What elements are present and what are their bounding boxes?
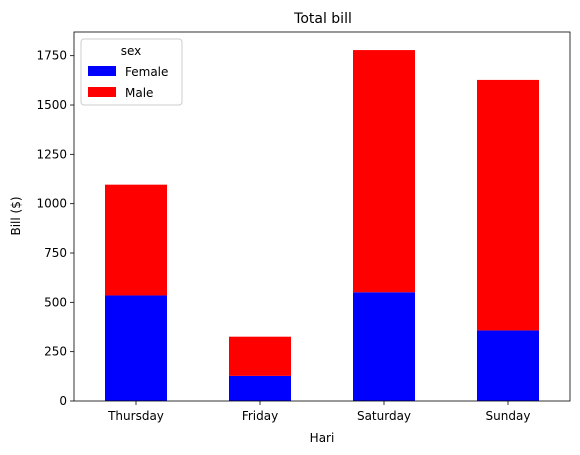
bar-male-thursday — [105, 184, 167, 296]
bar-female-sunday — [477, 330, 539, 401]
x-tick-label-saturday: Saturday — [357, 409, 411, 423]
bar-female-friday — [229, 375, 291, 401]
y-tick-label: 1750 — [36, 49, 67, 63]
y-tick-label: 1500 — [36, 98, 67, 112]
y-tick-label: 250 — [44, 345, 67, 359]
x-tick-label-friday: Friday — [242, 409, 278, 423]
bar-male-saturday — [353, 50, 415, 293]
x-axis-label: Hari — [310, 431, 335, 445]
y-axis: 0 250 500 750 1000 1250 1500 1750 — [36, 49, 74, 408]
legend-swatch-male — [88, 87, 116, 97]
legend-label-female: Female — [125, 65, 168, 79]
bar-female-saturday — [353, 292, 415, 401]
bar-male-friday — [229, 336, 291, 376]
legend: sex Female Male — [80, 38, 183, 106]
legend-title: sex — [121, 44, 142, 58]
bar-female-thursday — [105, 295, 167, 401]
y-tick-label: 0 — [59, 394, 67, 408]
x-axis: Thursday Friday Saturday Sunday — [107, 401, 530, 423]
legend-swatch-female — [88, 66, 116, 76]
plot-frame — [73, 31, 571, 402]
legend-label-male: Male — [125, 86, 153, 100]
y-axis-label: Bill ($) — [9, 196, 23, 235]
y-tick-label: 750 — [44, 246, 67, 260]
bar-male-sunday — [477, 79, 539, 331]
chart-title: Total bill — [293, 11, 352, 27]
y-tick-label: 500 — [44, 295, 67, 309]
y-tick-label: 1000 — [36, 197, 67, 211]
x-tick-label-thursday: Thursday — [107, 409, 164, 423]
x-tick-label-sunday: Sunday — [486, 409, 531, 423]
y-tick-label: 1250 — [36, 147, 67, 161]
bars-group — [105, 50, 539, 401]
